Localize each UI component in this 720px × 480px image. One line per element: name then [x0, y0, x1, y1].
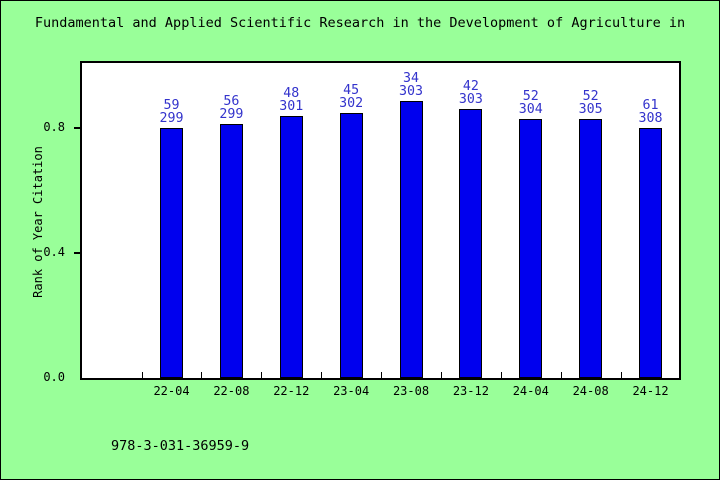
x-tick-label: 23-08 — [392, 384, 430, 398]
x-tick-label: 22-08 — [213, 384, 250, 398]
bar-value-label: 34 303 — [398, 71, 424, 99]
bar-value-label: 61 308 — [638, 98, 663, 126]
x-tick-label: 23-04 — [333, 384, 370, 398]
y-axis-tick — [74, 252, 80, 255]
isbn-text: 978-3-031-36959-9 — [111, 438, 250, 454]
y-axis-tick — [74, 127, 80, 130]
chart-title: Fundamental and Applied Scientific Resea… — [34, 15, 686, 31]
x-tick-label: 22-12 — [273, 384, 310, 398]
x-axis-tick — [560, 372, 562, 378]
bar-22-08 — [219, 124, 243, 378]
bar-value-label: 42 303 — [458, 79, 483, 107]
x-tick-label: 24-12 — [632, 384, 669, 398]
bar-value-label: 45 302 — [339, 83, 364, 111]
x-axis-tick — [261, 372, 263, 378]
bar-24-12 — [639, 128, 662, 378]
bar-24-08 — [579, 119, 603, 378]
x-axis-tick — [440, 372, 442, 378]
plot-area: 59 299 56 299 48 301 45 302 34 303 42 303 52 3… — [80, 61, 681, 380]
bar-value-label: 56 299 — [219, 94, 244, 122]
x-tick-label: 23-12 — [452, 384, 489, 398]
x-axis-tick — [321, 372, 323, 378]
x-axis-tick — [201, 372, 203, 378]
x-axis-tick — [500, 372, 502, 378]
x-axis-tick — [141, 372, 143, 378]
bar-22-12 — [279, 116, 303, 378]
bar-22-04 — [160, 128, 183, 378]
x-axis-tick — [620, 372, 622, 378]
bar-value-label: 59 299 — [159, 98, 184, 126]
x-tick-label: 24-04 — [512, 384, 549, 398]
bar-23-08 — [399, 101, 423, 378]
y-tick-label: 0.8 — [43, 120, 65, 135]
y-tick-label: 0.4 — [43, 245, 65, 260]
bar-24-04 — [519, 119, 543, 378]
y-tick-label: 0.0 — [43, 370, 65, 384]
bar-23-04 — [339, 113, 363, 378]
x-tick-label: 24-08 — [572, 384, 609, 398]
bar-23-12 — [459, 109, 483, 378]
bar-value-label: 52 305 — [578, 89, 603, 117]
x-tick-label: 22-04 — [153, 384, 190, 398]
x-axis-tick — [381, 372, 383, 378]
bar-value-label: 48 301 — [279, 86, 304, 114]
y-axis-label: Rank of Year Citation — [31, 146, 45, 298]
bar-value-label: 52 304 — [518, 89, 543, 117]
